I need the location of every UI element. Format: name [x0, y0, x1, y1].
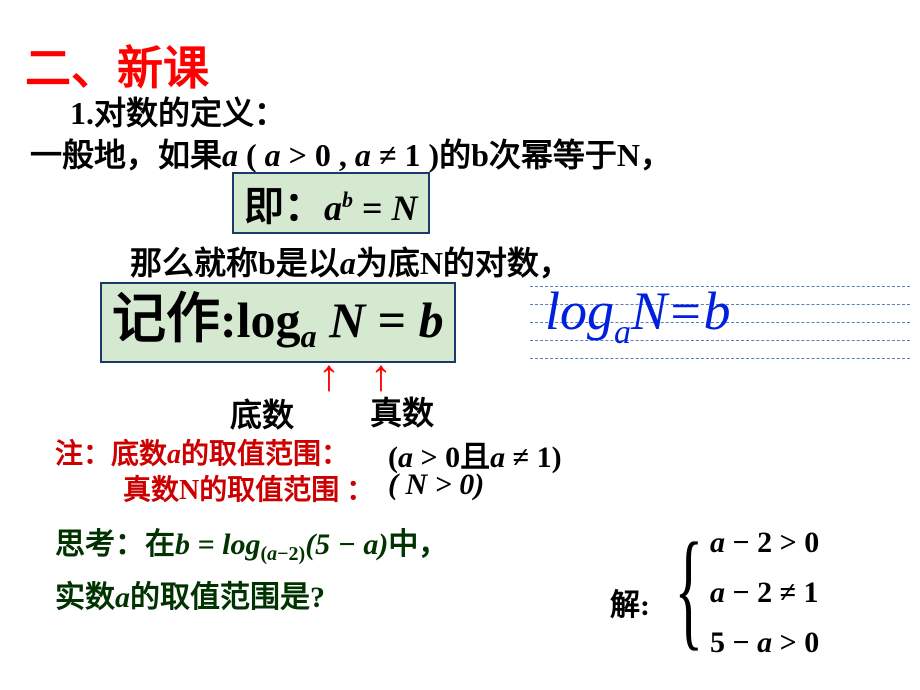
- slide: 二、新课 1.对数的定义： 一般地，如果a ( a > 0 , a ≠ 1 )的…: [0, 0, 920, 690]
- var-a: a: [710, 576, 725, 609]
- var-a: a: [324, 188, 342, 228]
- definition-text-1: 一般地，如果a ( a > 0 , a ≠ 1 )的b次幂等于N，: [30, 130, 672, 176]
- var-a: a: [167, 439, 181, 470]
- sub-a: a: [301, 318, 317, 354]
- solution-row-2: a − 2 ≠ 1: [710, 576, 819, 610]
- arg-a: a: [363, 528, 378, 561]
- var-b: b: [419, 292, 444, 348]
- pre: 5 −: [710, 626, 757, 659]
- note-prefix: 注：: [55, 439, 111, 470]
- note-line-2: 真数N的取值范围 ：: [123, 468, 374, 508]
- text: 底数: [111, 439, 167, 470]
- log: log: [237, 292, 301, 348]
- rest: N=b: [631, 281, 730, 341]
- eq: =: [353, 188, 392, 228]
- text: ≠ 1 ): [371, 137, 439, 173]
- log: log: [222, 528, 260, 561]
- text: 为底N的对数，: [356, 245, 571, 281]
- var-N: N: [392, 188, 418, 228]
- label: 思考：: [55, 528, 145, 561]
- solution-row-3: 5 − a > 0: [710, 626, 819, 660]
- var-a: a: [222, 137, 238, 173]
- label-argument: 真数: [370, 388, 434, 434]
- var-a: a: [490, 441, 505, 474]
- var-N: N: [329, 292, 365, 348]
- arg-open: (5 −: [305, 528, 363, 561]
- post: 中，: [388, 528, 448, 561]
- text: 的b次幂等于N，: [439, 137, 672, 173]
- cond: ( N > 0): [388, 468, 484, 501]
- var-a: a: [710, 526, 725, 559]
- guide-line: [530, 358, 910, 359]
- text: (: [238, 137, 265, 173]
- condition-argument: ( N > 0): [388, 468, 484, 502]
- var-a: a: [757, 626, 772, 659]
- note-line-1: 注：底数a的取值范围：: [55, 432, 349, 472]
- brace-icon: {: [674, 513, 703, 665]
- var-a: a: [115, 581, 130, 614]
- arg-close: ): [378, 528, 388, 561]
- sub-rest: −2): [277, 543, 305, 565]
- var-a: a: [340, 245, 356, 281]
- ne: ≠ 1): [505, 441, 561, 474]
- think-problem: 思考：在b = log(a−2)(5 − a)中， 实数a的取值范围是?: [55, 520, 615, 623]
- prefix: 记作: [112, 289, 220, 349]
- text: 的取值范围：: [181, 439, 349, 470]
- eq: =: [190, 528, 222, 561]
- var-a: a: [355, 137, 371, 173]
- space: [317, 292, 330, 348]
- rest: − 2 ≠ 1: [725, 576, 819, 609]
- handwritten-log: logaN=b: [545, 280, 730, 342]
- rest: − 2 > 0: [725, 526, 819, 559]
- var-b: b: [342, 187, 353, 212]
- equation-logarithm: 记作:loga N = b: [100, 282, 456, 363]
- line2-pre: 实数: [55, 581, 115, 614]
- solution-label: 解:: [610, 580, 650, 624]
- log: log: [545, 281, 614, 341]
- label-base: 底数: [230, 390, 294, 436]
- eq: =: [365, 292, 419, 348]
- label: 解:: [610, 589, 650, 622]
- sub-a: a: [267, 543, 277, 565]
- rest: > 0: [772, 626, 819, 659]
- equation-exponential: 即：ab = N: [232, 172, 430, 234]
- prefix: 即：: [244, 184, 324, 229]
- handwriting-guide: logaN=b: [530, 280, 910, 358]
- solution-row-1: a − 2 > 0: [710, 526, 819, 560]
- colon: :: [220, 292, 237, 348]
- text: > 0 ,: [281, 137, 355, 173]
- var-a: a: [265, 137, 281, 173]
- definition-heading: 1.对数的定义：: [70, 88, 286, 134]
- sub-a: a: [614, 314, 631, 351]
- definition-text-2: 那么就称b是以a为底N的对数，: [130, 238, 571, 284]
- qmark: ?: [310, 581, 325, 614]
- pre: 在: [145, 528, 175, 561]
- text: 一般地，如果: [30, 137, 222, 173]
- var-b: b: [175, 528, 190, 561]
- text: 那么就称b是以: [130, 245, 340, 281]
- line2-post: 的取值范围是: [130, 581, 310, 614]
- arrow-base-icon: ↑: [318, 350, 340, 401]
